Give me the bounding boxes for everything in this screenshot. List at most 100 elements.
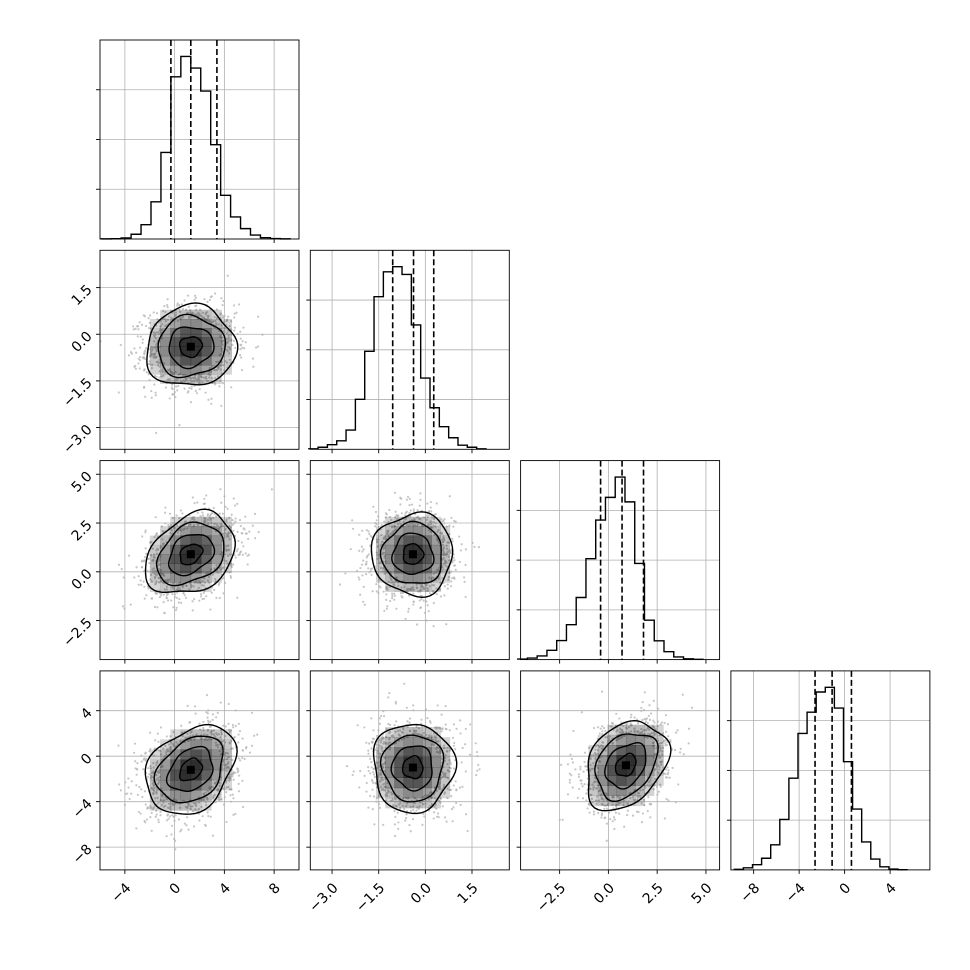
sample-point [627,731,630,734]
sample-point [643,717,646,721]
sample-point [444,816,447,819]
sample-point [400,738,404,741]
joint-panel-2-3: −2.5 0.0 2.5 5.0 [516,670,721,916]
x-tick-label: 2.5 [640,880,667,907]
sample-point [182,592,185,595]
sample-point [209,720,212,723]
sample-point [176,743,179,746]
sample-point [175,596,179,599]
sample-point [216,524,219,527]
sample-point [204,391,207,394]
x-tick-label: 0 [837,880,855,898]
sample-point [166,303,169,307]
sample-point [622,730,625,733]
sample-point [390,592,394,595]
sample-point [394,815,397,818]
sample-point [209,785,213,789]
sample-point [227,544,230,547]
contour-line [157,313,227,379]
sample-point [171,383,174,386]
density-cell [180,729,192,740]
sample-point [227,702,230,706]
sample-point [169,741,173,744]
sample-point [169,370,172,373]
sample-point [437,799,441,803]
sample-point [477,763,480,767]
sample-point [208,366,212,370]
sample-point [200,372,204,375]
sample-point [637,795,640,798]
sample-point [216,743,219,746]
sample-point [386,588,389,591]
sample-point [252,365,255,368]
sample-point [185,308,188,311]
sample-point [221,382,225,385]
sample-point [142,560,145,563]
sample-point [189,315,192,318]
sample-point [198,599,201,602]
density-cell [616,745,627,756]
density-cell [160,535,171,546]
sample-point [420,585,423,589]
sample-point [155,809,158,812]
sample-point [187,828,190,831]
sample-point [222,316,225,319]
sample-point [189,583,193,587]
sample-point [139,579,142,582]
sample-point [196,501,199,504]
sample-point [149,804,152,808]
sample-point [138,785,141,789]
sample-point [571,761,575,764]
sample-point [399,592,402,595]
sample-point [443,559,447,562]
sample-point [202,798,205,801]
sample-point [687,727,691,730]
sample-point [223,559,226,562]
sample-point [408,497,411,500]
sample-point [655,765,658,768]
sample-point [159,726,162,729]
sample-point [361,529,364,532]
sample-point [214,801,217,804]
sample-point [208,370,211,374]
sample-point [211,713,215,716]
sample-point [592,788,595,791]
sample-point [409,509,412,512]
sample-point [217,787,220,791]
density-cell [180,526,192,536]
sample-point [187,390,190,393]
sample-point [231,793,234,796]
sample-point [454,780,457,783]
sample-point [221,336,224,339]
sample-point [157,740,160,743]
sample-point [612,816,616,819]
sample-point [226,562,229,565]
sample-point [151,782,155,785]
sample-point [576,796,579,799]
sample-point [226,766,229,769]
sample-point [168,397,171,400]
density-cell [160,759,171,771]
sample-point [437,816,440,819]
sample-point [155,549,158,552]
sample-point [649,816,652,819]
sample-point [405,706,408,709]
sample-point [366,554,369,557]
sample-point [642,729,645,732]
sample-point [569,753,572,756]
sample-point [208,298,211,302]
sample-point [422,812,425,815]
density-cell [221,544,233,555]
density-cell [160,346,171,357]
sample-point [641,701,644,704]
density-cell [385,757,395,768]
sample-point [168,802,171,805]
density-cell [385,554,395,564]
sample-point [389,581,393,584]
sample-point [477,546,481,549]
sample-point [384,785,387,788]
sample-point [375,551,378,554]
density-cell [160,526,171,536]
sample-point [121,605,125,608]
sample-point [566,793,570,796]
